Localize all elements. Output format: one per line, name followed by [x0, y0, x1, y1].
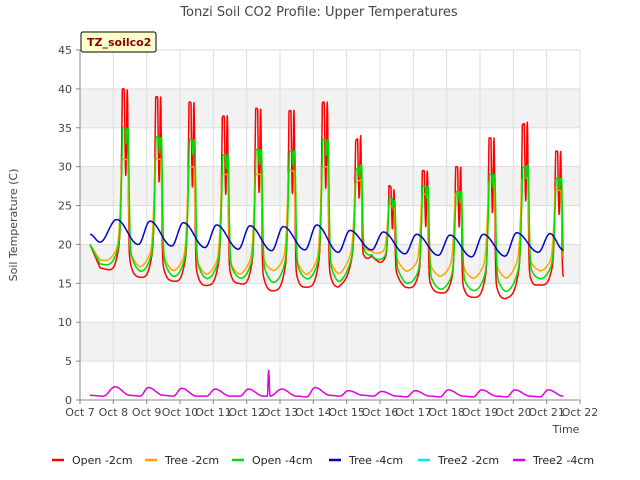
legend-label: Open -4cm [252, 454, 313, 467]
legend-label: Tree2 -4cm [532, 454, 594, 467]
x-tick-label: Oct 11 [195, 406, 232, 419]
x-tick-label: Oct 13 [262, 406, 299, 419]
x-axis-title: Time [552, 423, 580, 436]
grid [79, 49, 581, 401]
series-line-tree2-4cm [89, 369, 564, 398]
y-tick-label: 45 [58, 44, 72, 57]
y-tick-label: 40 [58, 83, 72, 96]
y-tick-label: 20 [58, 238, 72, 251]
x-tick-label: Oct 21 [528, 406, 565, 419]
x-tick-label: Oct 20 [495, 406, 532, 419]
x-tick-label: Oct 12 [228, 406, 265, 419]
x-tick-label: Oct 8 [99, 406, 129, 419]
y-tick-label: 10 [58, 316, 72, 329]
series-line-tree-4cm [89, 218, 564, 258]
legend-label: Tree2 -2cm [437, 454, 499, 467]
legend: Open -2cm Tree -2cm Open -4cm Tree -4cm Tree… [52, 454, 594, 467]
series-line-open-2cm [89, 87, 565, 300]
y-tick-label: 35 [58, 122, 72, 135]
x-tick-label: Oct 7 [65, 406, 95, 419]
y-tick-label: 30 [58, 161, 72, 174]
x-tick-label: Oct 10 [162, 406, 199, 419]
site-badge-label: TZ_soilco2 [87, 36, 151, 49]
x-tick-label: Oct 14 [295, 406, 332, 419]
x-tick-label: Oct 18 [428, 406, 465, 419]
series-line-tree-2cm [89, 157, 565, 280]
series-line-open-4cm [89, 126, 565, 292]
y-tick-label: 5 [65, 355, 72, 368]
x-tick-label: Oct 16 [362, 406, 399, 419]
y-tick-label: 25 [58, 200, 72, 213]
chart-title: Tonzi Soil CO2 Profile: Upper Temperatur… [179, 5, 458, 20]
site-badge: TZ_soilco2 [80, 31, 157, 53]
y-axis-title: Soil Temperature (C) [7, 169, 20, 282]
grid-band [80, 322, 580, 362]
grid-band [80, 88, 580, 128]
x-tick-label: Oct 17 [395, 406, 432, 419]
y-tick-label: 15 [58, 277, 72, 290]
x-tick-label: Oct 9 [132, 406, 162, 419]
site-badge-box [80, 31, 157, 53]
legend-label: Tree -2cm [164, 454, 219, 467]
series-layer [89, 87, 565, 398]
x-tick-label: Oct 22 [562, 406, 599, 419]
x-tick-label: Oct 15 [328, 406, 365, 419]
x-tick-label: Oct 19 [462, 406, 499, 419]
plot-background [80, 50, 580, 400]
legend-label: Tree -4cm [348, 454, 403, 467]
legend-label: Open -2cm [72, 454, 133, 467]
y-tick-label: 0 [65, 394, 72, 407]
